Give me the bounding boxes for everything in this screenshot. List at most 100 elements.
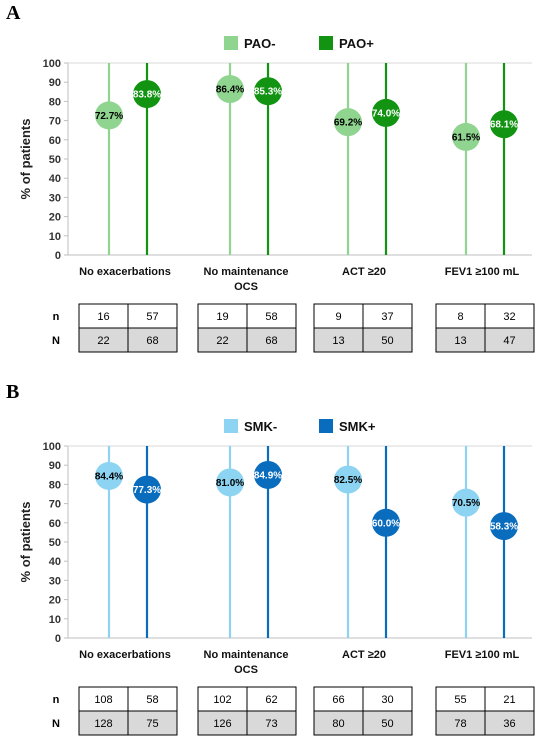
legend-swatch-2 [319,419,333,433]
y-tick-label: 80 [49,479,61,491]
table-cell: 13 [332,335,344,347]
y-tick-label: 50 [49,537,61,549]
y-axis-label: % of patients [18,502,33,583]
x-category-label-3: ACT ≥20 [342,266,386,278]
x-category-label-2: No maintenance OCS [204,266,289,293]
series-2-data-label-4: 58.3% [490,522,518,533]
series-1-data-label-3: 82.5% [334,475,362,486]
series-1-point-3 [334,465,362,494]
table-cell: 78 [454,718,466,730]
table-row-label-n: n [53,311,60,323]
series-1-point-4 [452,488,480,517]
x-category-label-3: ACT ≥20 [342,649,386,661]
legend-label-1: SMK- [244,419,277,434]
series-2-point-3 [372,508,400,537]
series-1-point-3 [334,108,362,137]
x-category-label-1: No exacerbations [79,266,171,278]
legend-label-2: PAO+ [339,36,374,51]
series-1-data-label-4: 70.5% [452,498,480,509]
table-cell: 68 [265,335,277,347]
y-axis-label: % of patients [18,119,33,200]
table-cell: 36 [503,718,515,730]
table-cell: 80 [332,718,344,730]
table-cell: 58 [146,694,158,706]
table-cell: 8 [457,311,463,323]
table-cell: 16 [97,311,109,323]
series-2-data-label-3: 60.0% [372,518,400,529]
y-tick-label: 40 [49,556,61,568]
table-cell: 58 [265,311,277,323]
series-2-data-label-1: 83.8% [133,90,161,101]
series-1-point-1 [95,101,123,130]
table-cell: 30 [381,694,393,706]
series-1-point-2 [216,468,244,497]
series-1-data-label-2: 86.4% [216,85,244,96]
table-row-label-n: n [53,694,60,706]
y-tick-label: 50 [49,154,61,166]
series-2-data-label-2: 84.9% [254,470,282,481]
table-cell: 68 [146,335,158,347]
table-row-label-N: N [52,335,60,347]
y-tick-label: 0 [55,633,61,645]
y-tick-label: 90 [49,77,61,89]
table-cell: 22 [97,335,109,347]
series-2-data-label-4: 68.1% [490,120,518,131]
y-tick-label: 40 [49,173,61,185]
table-cell: 73 [265,718,277,730]
series-1-data-label-1: 84.4% [95,471,123,482]
y-tick-label: 0 [55,250,61,262]
series-1-data-label-2: 81.0% [216,478,244,489]
series-1-data-label-4: 61.5% [452,132,480,143]
table-cell: 128 [94,718,112,730]
series-2-point-1 [133,80,161,109]
y-tick-label: 30 [49,575,61,587]
legend-label-2: SMK+ [339,419,376,434]
series-2-data-label-1: 77.3% [133,485,161,496]
series-2-point-3 [372,98,400,127]
y-tick-label: 100 [43,441,61,453]
table-cell: 66 [332,694,344,706]
table-cell: 57 [146,311,158,323]
legend-label-1: PAO- [244,36,276,51]
table-cell: 9 [335,311,341,323]
series-2-point-2 [254,77,282,106]
series-2-data-label-2: 85.3% [254,87,282,98]
panel-a-letter: A [6,2,21,24]
series-1-point-1 [95,461,123,490]
y-tick-label: 10 [49,614,61,626]
y-tick-label: 60 [49,518,61,530]
table-cell: 50 [381,335,393,347]
x-category-label-1: No exacerbations [79,649,171,661]
series-1-point-4 [452,122,480,151]
table-cell: 13 [454,335,466,347]
table-cell: 75 [146,718,158,730]
table-cell: 37 [381,311,393,323]
table-cell: 50 [381,718,393,730]
series-2-point-2 [254,460,282,489]
series-2-data-label-3: 74.0% [372,108,400,119]
panel-b-chart: SMK- SMK+ % of patients 0 10 20 30 40 50 60 70 80 90… [18,419,535,736]
y-tick-label: 20 [49,212,61,224]
x-category-label-4: FEV1 ≥100 mL [445,266,520,278]
table-cell: 32 [503,311,515,323]
y-tick-label: 10 [49,231,61,243]
series-1-point-2 [216,75,244,104]
y-tick-label: 70 [49,499,61,511]
legend-swatch-1 [224,36,238,50]
x-category-label-4: FEV1 ≥100 mL [445,649,520,661]
table-cell: 102 [213,694,231,706]
table-cell: 19 [216,311,228,323]
series-2-point-1 [133,475,161,504]
table-cell: 108 [94,694,112,706]
x-category-label-2: No maintenance OCS [204,649,289,676]
series-2-point-4 [490,110,518,139]
table-cell: 62 [265,694,277,706]
table-cell: 21 [503,694,515,706]
panel-b-letter: B [6,381,20,403]
series-2-point-4 [490,512,518,541]
y-tick-label: 90 [49,460,61,472]
table-row-label-N: N [52,718,60,730]
y-tick-label: 80 [49,96,61,108]
series-1-data-label-3: 69.2% [334,118,362,129]
table-cell: 22 [216,335,228,347]
